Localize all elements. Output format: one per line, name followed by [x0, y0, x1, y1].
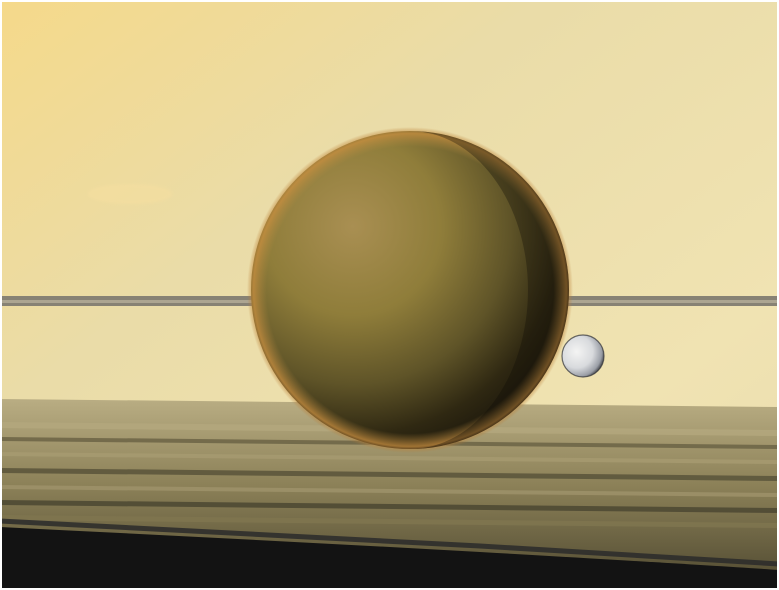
large-moon-terminator	[410, 131, 569, 449]
cloud-streak	[88, 184, 172, 204]
space-shadow	[0, 527, 779, 590]
large-moon-haze	[247, 127, 573, 453]
space-shadow-edge	[0, 518, 779, 567]
small-moon	[562, 335, 604, 377]
small-moon-rim	[561, 334, 605, 378]
